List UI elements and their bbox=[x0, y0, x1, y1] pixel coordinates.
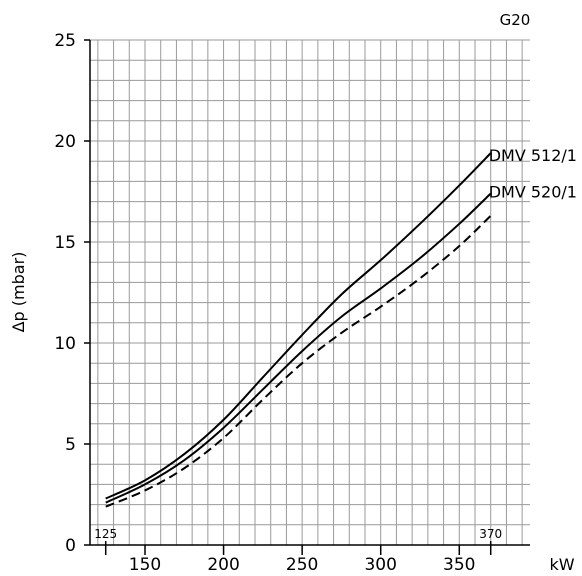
x-tick-label: 200 bbox=[207, 555, 239, 575]
range-marker-label: 370 bbox=[479, 527, 502, 541]
y-tick-label: 10 bbox=[54, 334, 76, 354]
y-tick-label: 0 bbox=[65, 536, 76, 556]
y-tick-label: 25 bbox=[54, 31, 76, 51]
series-lines bbox=[105, 152, 492, 508]
x-tick-label: 150 bbox=[129, 555, 161, 575]
series-line-0 bbox=[105, 152, 492, 500]
y-axis-label: Δp (mbar) bbox=[9, 252, 28, 333]
grid bbox=[90, 39, 530, 546]
series-label-dmv-512: DMV 512/1 bbox=[489, 146, 577, 165]
y-tick-label: 5 bbox=[65, 435, 76, 455]
y-tick-label: 20 bbox=[54, 132, 76, 152]
chart-labels: G20 Δp (mbar) kW DMV 512/1 DMV 520/1 bbox=[9, 11, 577, 574]
y-tick-label: 15 bbox=[54, 233, 76, 253]
x-tick-label: 250 bbox=[286, 555, 318, 575]
gas-type-label: G20 bbox=[500, 11, 531, 29]
series-line-2 bbox=[105, 215, 492, 508]
x-tick-label: 300 bbox=[364, 555, 396, 575]
series-line-1 bbox=[105, 192, 492, 504]
range-marker-label: 125 bbox=[94, 527, 117, 541]
axis-ticks: 0 5 10 15 20 25 150 200 250 300 350 125 370 bbox=[54, 31, 502, 575]
series-label-dmv-520: DMV 520/1 bbox=[489, 183, 577, 202]
x-axis-unit-label: kW bbox=[549, 555, 574, 574]
plot-frame bbox=[89, 40, 530, 546]
x-tick-label: 350 bbox=[443, 555, 475, 575]
